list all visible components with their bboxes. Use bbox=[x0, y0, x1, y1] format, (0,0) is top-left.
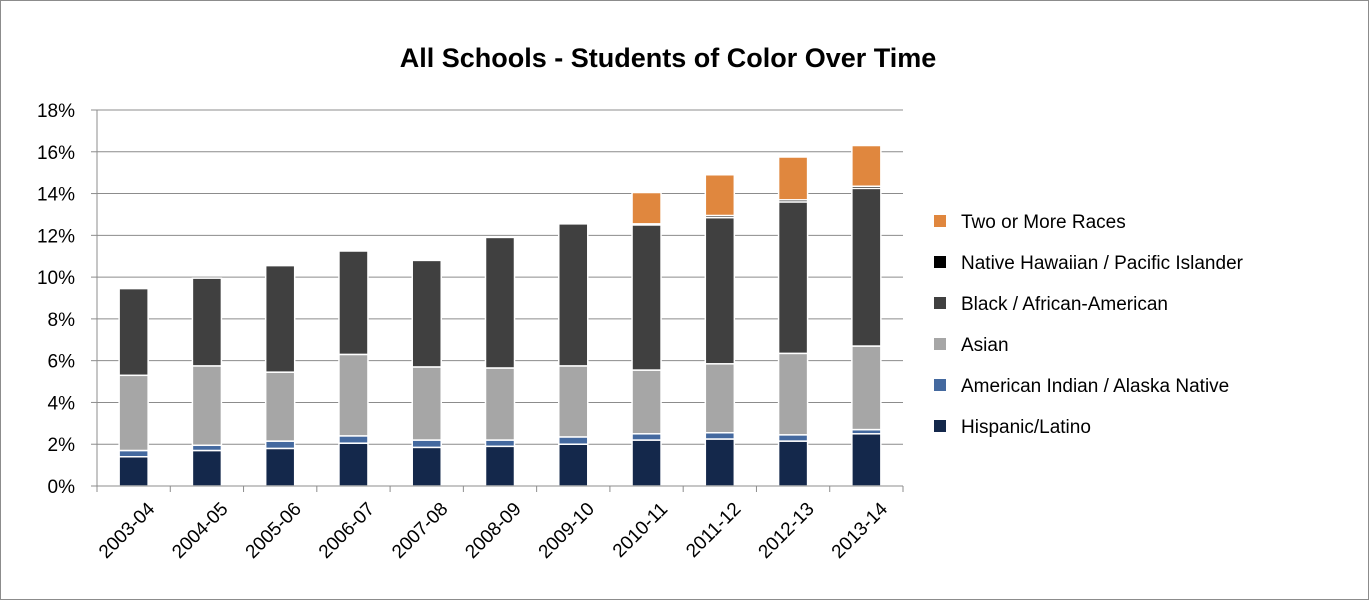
bar-segment bbox=[264, 264, 296, 373]
x-tick-label: 2007-08 bbox=[388, 499, 452, 563]
legend: Two or More Races Native Hawaiian / Pacif… bbox=[934, 212, 1244, 438]
bar-segment bbox=[191, 449, 223, 487]
bar-segment bbox=[777, 434, 809, 442]
bar-segment bbox=[484, 367, 516, 441]
legend-swatch bbox=[934, 338, 946, 350]
legend-swatch bbox=[934, 379, 946, 391]
bar-segment bbox=[631, 191, 662, 225]
bar-segment bbox=[338, 435, 369, 444]
y-tick-label: 6% bbox=[48, 352, 76, 373]
bar-segment bbox=[264, 440, 296, 450]
legend-swatch bbox=[934, 215, 946, 227]
bar-segment bbox=[264, 447, 296, 487]
legend-label: Asian bbox=[961, 335, 1009, 356]
legend-label: Black / African-American bbox=[961, 294, 1168, 315]
bar-segment bbox=[777, 352, 809, 436]
bar-segment bbox=[704, 431, 736, 440]
y-tick-label: 18% bbox=[37, 101, 75, 122]
bar-segment bbox=[191, 365, 223, 447]
y-tick-label: 12% bbox=[37, 226, 75, 247]
bar-segment bbox=[631, 433, 662, 441]
bar-segment bbox=[191, 277, 223, 367]
bar-segment bbox=[191, 444, 223, 452]
bar-segment bbox=[118, 287, 149, 377]
y-tick-labels: 0% 2% 4% 6% 8% 10% 12% 14% 16% 18% bbox=[37, 101, 75, 498]
bar-segment bbox=[411, 259, 442, 368]
bar-segment bbox=[704, 438, 736, 487]
bar-segment bbox=[484, 445, 516, 487]
bar-segment bbox=[558, 223, 589, 367]
y-tick-label: 14% bbox=[37, 185, 75, 206]
x-tick-label: 2008-09 bbox=[461, 499, 525, 563]
bar-segment bbox=[631, 224, 662, 371]
legend-label: Hispanic/Latino bbox=[961, 417, 1091, 438]
bar-segment bbox=[704, 174, 736, 217]
bar-segment bbox=[338, 442, 369, 487]
bar-segment bbox=[558, 443, 589, 487]
legend-label: Two or More Races bbox=[961, 212, 1126, 233]
x-tick-label: 2004-05 bbox=[168, 499, 232, 563]
y-tick-label: 8% bbox=[48, 310, 76, 331]
y-tick-label: 2% bbox=[48, 435, 76, 456]
bar-segment bbox=[411, 439, 442, 449]
bar-segment bbox=[631, 439, 662, 487]
bar-segment bbox=[118, 374, 149, 452]
legend-label: American Indian / Alaska Native bbox=[961, 376, 1229, 397]
legend-swatch bbox=[934, 297, 946, 309]
y-tick-label: 0% bbox=[48, 477, 76, 498]
bar-segment bbox=[704, 216, 736, 365]
axes bbox=[91, 109, 904, 492]
x-tick-label: 2013-14 bbox=[828, 498, 892, 562]
bar-segment bbox=[558, 436, 589, 445]
bar-segment bbox=[118, 456, 149, 487]
bar-segment bbox=[484, 236, 516, 369]
bar-segment bbox=[411, 366, 442, 441]
x-tick-label: 2006-07 bbox=[315, 499, 379, 563]
legend-swatch bbox=[934, 256, 946, 268]
bar-segment bbox=[484, 439, 516, 448]
y-tick-label: 4% bbox=[48, 393, 76, 414]
bar-segment bbox=[851, 433, 882, 487]
bar-segment bbox=[777, 201, 809, 355]
x-tick-label: 2003-04 bbox=[95, 498, 159, 562]
x-tick-labels: 2003-04 2004-05 2005-06 2006-07 2007-08 2008-… bbox=[95, 498, 892, 562]
bar-segment bbox=[118, 449, 149, 458]
bar-segment bbox=[264, 371, 296, 442]
x-tick-label: 2009-10 bbox=[535, 499, 599, 563]
x-tick-label: 2005-06 bbox=[242, 499, 306, 563]
bar-segment bbox=[411, 446, 442, 487]
x-tick-label: 2011-12 bbox=[682, 499, 745, 562]
bar-segment bbox=[851, 345, 882, 431]
x-tick-label: 2012-13 bbox=[755, 499, 819, 563]
y-tick-label: 16% bbox=[37, 143, 75, 164]
x-tick-label: 2010-11 bbox=[609, 499, 672, 562]
bar-segment bbox=[851, 187, 882, 347]
y-tick-label: 10% bbox=[37, 268, 75, 289]
bar-segment bbox=[851, 144, 882, 187]
bar-segment bbox=[338, 250, 369, 356]
chart-title: All Schools - Students of Color Over Tim… bbox=[400, 43, 937, 73]
bar-segment bbox=[704, 363, 736, 434]
legend-swatch bbox=[934, 420, 946, 432]
bar-segment bbox=[558, 365, 589, 438]
bars bbox=[118, 144, 882, 487]
legend-label: Native Hawaiian / Pacific Islander bbox=[961, 253, 1244, 274]
bar-segment bbox=[631, 369, 662, 435]
bar-segment bbox=[777, 440, 809, 487]
bar-segment bbox=[338, 353, 369, 437]
bar-segment bbox=[777, 156, 809, 201]
